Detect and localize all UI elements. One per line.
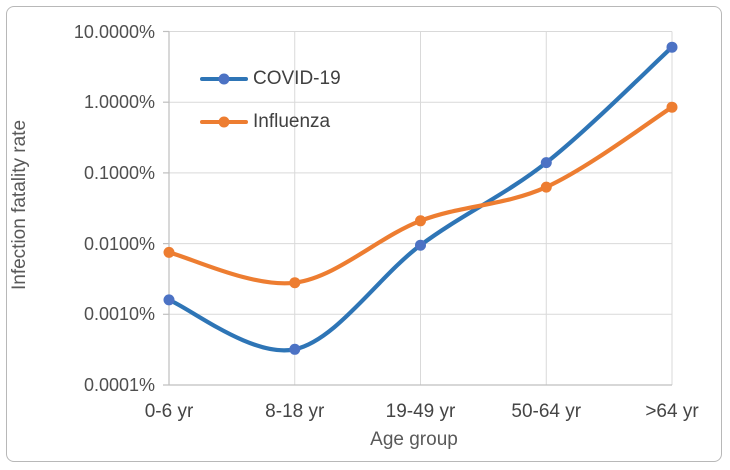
influenza-data-point	[415, 215, 426, 227]
legend-item-influenza: Influenza	[200, 107, 341, 137]
y-tick-label: 0.0100%	[83, 233, 155, 254]
x-tick-label: 50-64 yr	[511, 401, 582, 422]
x-tick-label: 8-18 yr	[265, 401, 325, 422]
covid-19-data-point	[415, 239, 426, 251]
influenza-data-point	[666, 101, 678, 113]
legend-label-covid19: COVID-19	[253, 68, 341, 89]
chart-frame	[6, 6, 722, 462]
covid-19-data-point	[289, 343, 301, 355]
y-tick-label: 1.0000%	[83, 92, 155, 113]
legend: COVID-19 Influenza	[200, 64, 341, 150]
y-tick-label: 0.0001%	[83, 375, 155, 395]
covid-19-data-point	[163, 294, 175, 306]
covid-19-data-point	[666, 41, 678, 53]
x-tick-label: 0-6 yr	[144, 401, 194, 422]
covid-19-data-point	[540, 157, 552, 169]
y-axis-title-text: Infection fatality rate	[9, 119, 30, 291]
y-tick-label: 0.1000%	[83, 162, 155, 183]
x-axis-title: Age group	[370, 429, 458, 450]
x-tick-label: 19-49 yr	[385, 401, 456, 422]
influenza-data-point	[163, 246, 175, 258]
legend-label-influenza: Influenza	[253, 111, 331, 132]
legend-item-covid19: COVID-19	[200, 64, 341, 94]
influenza-data-point	[289, 277, 301, 289]
y-tick-label: 0.0010%	[83, 304, 155, 325]
influenza-data-point	[540, 181, 552, 193]
covid19-marker-icon	[218, 73, 230, 85]
y-tick-label: 10.0000%	[73, 21, 155, 42]
covid19-line-sample-icon	[200, 73, 248, 85]
influenza-marker-icon	[218, 116, 230, 128]
influenza-line-sample-icon	[200, 116, 248, 128]
x-tick-label: >64 yr	[645, 401, 699, 422]
